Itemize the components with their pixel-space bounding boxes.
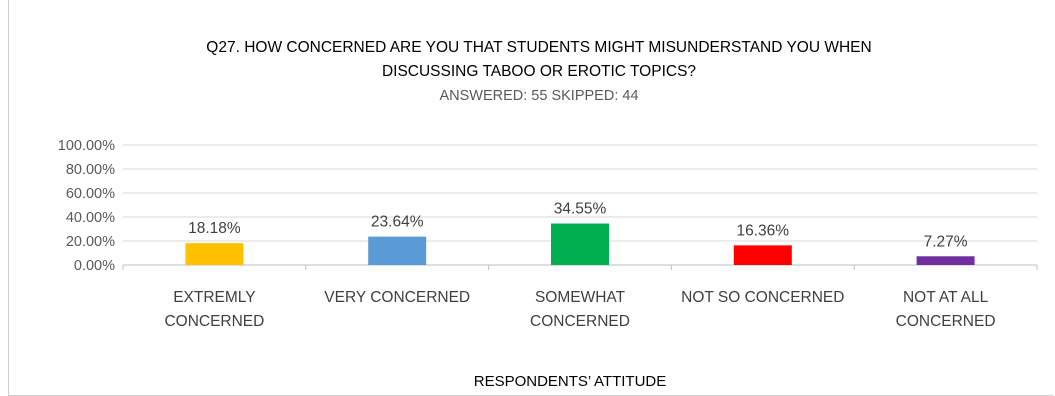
y-tick-label: 40.00% <box>66 210 115 226</box>
data-label: 23.64% <box>371 214 424 231</box>
y-tick-label: 20.00% <box>66 234 115 250</box>
category-label: NOT AT ALL <box>903 289 989 306</box>
x-axis-label: RESPONDENTS’ ATTITUDE <box>474 373 667 390</box>
category-label: CONCERNED <box>164 313 264 330</box>
y-tick-label: 80.00% <box>66 162 115 178</box>
category-label: SOMEWHAT <box>535 289 626 306</box>
chart-subtitle: ANSWERED: 55 SKIPPED: 44 <box>439 88 638 104</box>
y-tick-label: 100.00% <box>58 138 115 154</box>
data-label: 7.27% <box>924 233 968 250</box>
data-label: 34.55% <box>554 201 607 218</box>
chart-title-line-1: Q27. HOW CONCERNED ARE YOU THAT STUDENTS… <box>206 39 871 56</box>
chart-frame: Q27. HOW CONCERNED ARE YOU THAT STUDENTS… <box>8 0 1053 396</box>
bar <box>368 236 427 265</box>
bar <box>551 223 609 265</box>
category-label: CONCERNED <box>896 313 996 330</box>
x-axis-categories: EXTREMLY CONCERNED VERY CONCERNED SOMEWHAT C… <box>164 289 995 330</box>
bars <box>185 223 975 265</box>
category-label: NOT SO CONCERNED <box>681 289 844 306</box>
bar <box>733 245 792 265</box>
y-tick-label: 60.00% <box>66 186 115 202</box>
bar <box>185 243 244 265</box>
gridlines <box>122 144 1038 270</box>
y-axis-ticks: 0.00% 20.00% 40.00% 60.00% 80.00% 100.00% <box>58 138 115 274</box>
category-label: EXTREMLY <box>173 289 255 306</box>
chart-title-line-2: DISCUSSING TABOO OR EROTIC TOPICS? <box>382 63 696 80</box>
y-tick-label: 0.00% <box>74 258 115 274</box>
data-label: 16.36% <box>737 222 790 239</box>
category-label: CONCERNED <box>530 313 630 330</box>
bar <box>916 256 975 265</box>
data-label: 18.18% <box>188 220 241 237</box>
category-label: VERY CONCERNED <box>324 289 470 306</box>
bar-chart: Q27. HOW CONCERNED ARE YOU THAT STUDENTS… <box>58 39 1038 390</box>
data-labels: 18.18% 23.64% 34.55% 16.36% 7.27% <box>188 201 968 251</box>
